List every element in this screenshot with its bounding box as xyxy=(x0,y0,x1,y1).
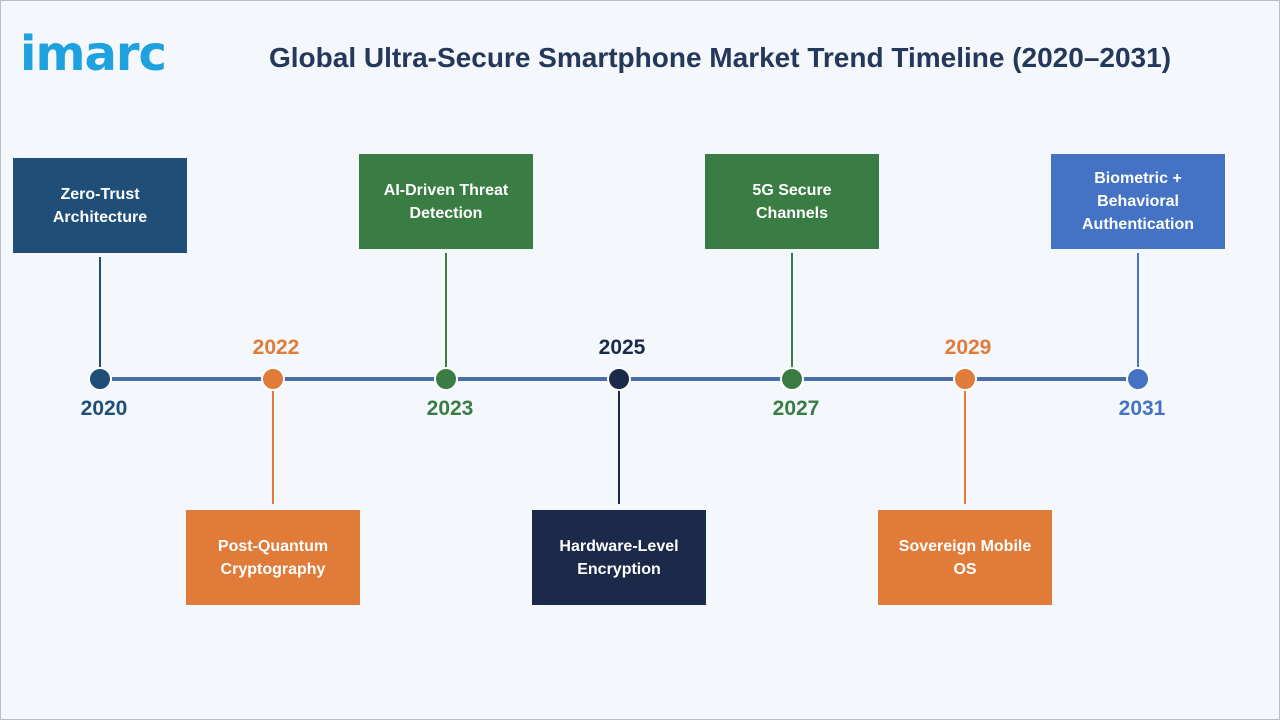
dot-group xyxy=(88,367,1150,391)
timeline-dot-2020 xyxy=(88,367,112,391)
timeline-dot-2023 xyxy=(434,367,458,391)
milestone-box-2031: Biometric + Behavioral Authentication xyxy=(1051,154,1225,249)
year-label-2031: 2031 xyxy=(1118,397,1166,420)
timeline-dot-2025 xyxy=(607,367,631,391)
page-title: Global Ultra-Secure Smartphone Market Tr… xyxy=(268,42,1172,73)
year-label-2022: 2022 xyxy=(252,336,300,359)
imarc-logo: imarc xyxy=(20,18,205,82)
milestone-box-2025: Hardware-Level Encryption xyxy=(532,510,706,605)
year-label-2025: 2025 xyxy=(598,336,646,359)
year-label-2020: 2020 xyxy=(80,397,128,420)
milestone-box-2023: AI-Driven Threat Detection xyxy=(359,154,533,249)
timeline-dot-2022 xyxy=(261,367,285,391)
timeline-dot-2029 xyxy=(953,367,977,391)
milestone-box-2022: Post-Quantum Cryptography xyxy=(186,510,360,605)
logo-text: imarc xyxy=(20,26,167,82)
milestone-box-2027: 5G Secure Channels xyxy=(705,154,879,249)
connector-group xyxy=(99,253,1139,504)
milestone-box-2020: Zero-Trust Architecture xyxy=(13,158,187,253)
timeline-dot-2027 xyxy=(780,367,804,391)
year-label-2029: 2029 xyxy=(944,336,992,359)
timeline-dot-2031 xyxy=(1126,367,1150,391)
year-label-2023: 2023 xyxy=(426,397,474,420)
year-label-2027: 2027 xyxy=(772,397,820,420)
milestone-box-2029: Sovereign Mobile OS xyxy=(878,510,1052,605)
